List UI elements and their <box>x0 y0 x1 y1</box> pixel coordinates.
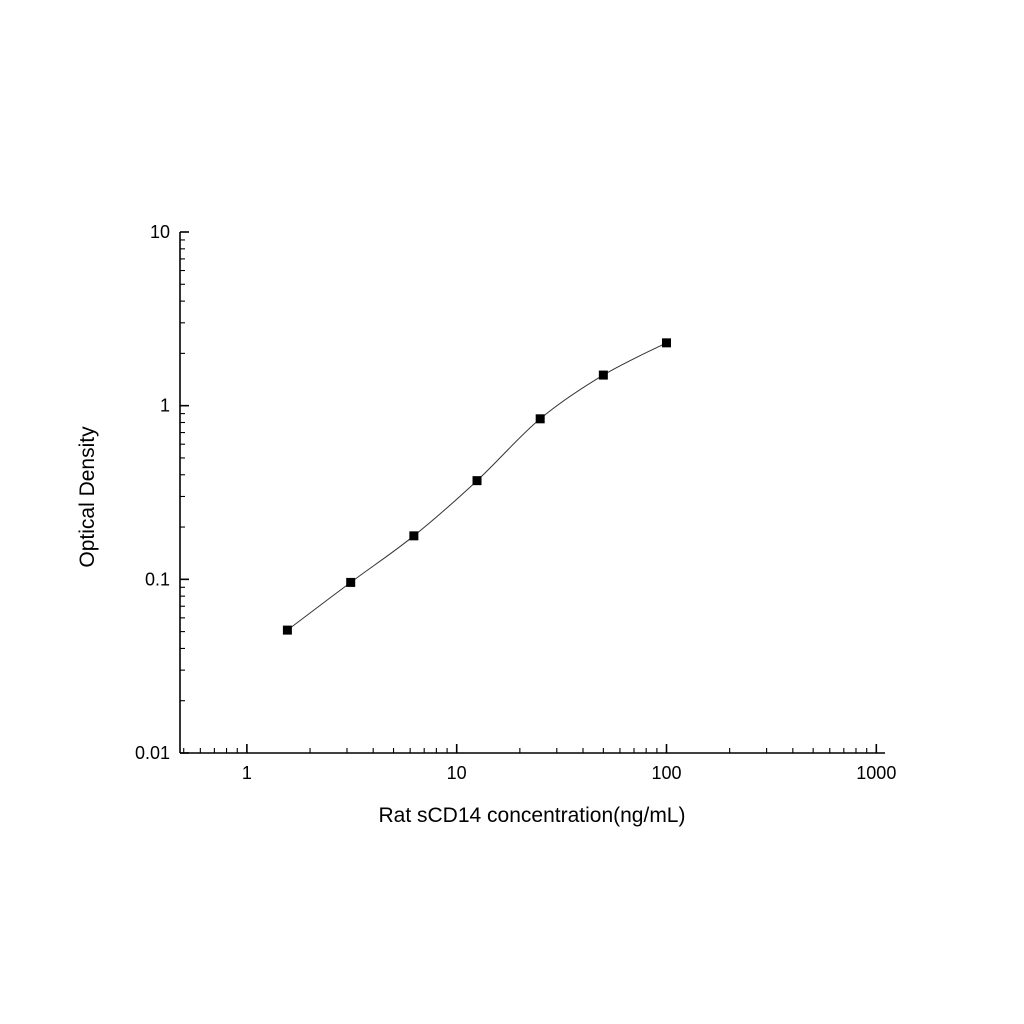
x-tick-label: 1 <box>242 763 252 783</box>
data-point-marker <box>598 370 608 380</box>
x-axis-title: Rat sCD14 concentration(ng/mL) <box>378 804 686 827</box>
x-tick-label: 100 <box>651 763 681 783</box>
y-tick-label: 0.1 <box>145 569 170 589</box>
x-tick-label: 10 <box>447 763 467 783</box>
data-point-marker <box>535 414 545 424</box>
data-point-marker <box>662 338 672 348</box>
data-point-marker <box>472 476 482 486</box>
y-tick-label: 0.01 <box>135 743 170 763</box>
x-tick-label: 1000 <box>856 763 896 783</box>
y-tick-label: 10 <box>150 222 170 242</box>
data-point-marker <box>409 531 419 541</box>
data-point-marker <box>282 625 292 635</box>
data-point-marker <box>346 577 356 587</box>
y-tick-label: 1 <box>160 396 170 416</box>
fit-curve <box>287 342 667 631</box>
